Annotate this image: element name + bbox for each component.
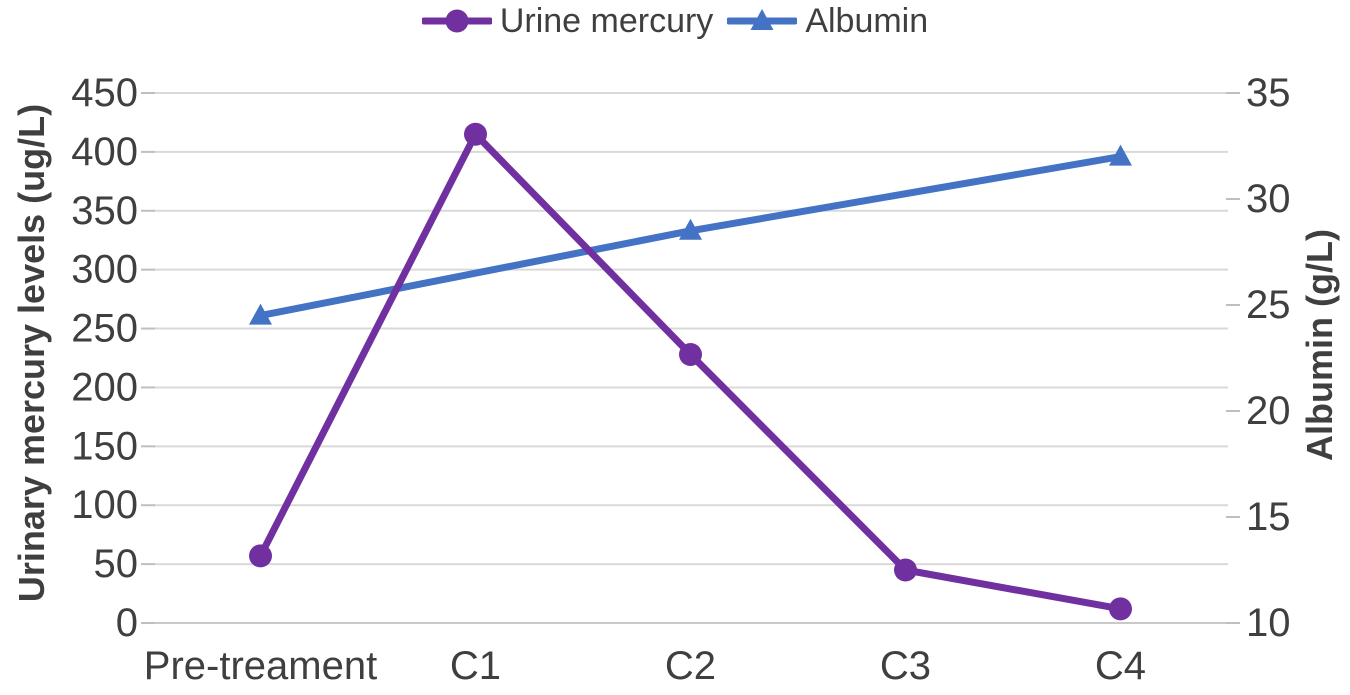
x-axis-category-label: C4 [1095, 644, 1146, 688]
left-axis-tick-label: 100 [71, 483, 138, 527]
right-axis-tick-label: 30 [1246, 177, 1291, 221]
albumin-swatch-marker [750, 9, 774, 30]
right-axis-tick-label: 20 [1246, 389, 1291, 433]
urine-mercury-line-circle-swatch-icon [421, 9, 492, 33]
x-axis-category-label: C2 [665, 644, 716, 688]
right-axis-tick-label: 25 [1246, 283, 1291, 327]
urine-mercury-data-point [1109, 597, 1132, 621]
urine-mercury-line [257, 130, 1124, 613]
albumin-line-triangle-swatch-icon [727, 9, 798, 30]
right-axis-tick-label: 35 [1246, 71, 1291, 115]
urine-mercury-data-point [679, 342, 702, 366]
right-axis-tick-label: 10 [1246, 601, 1291, 645]
legend-label-urine-mercury: Urine mercury [499, 2, 714, 40]
x-axis-category-label: C3 [880, 644, 931, 688]
left-axis-tick-label: 400 [71, 130, 138, 174]
urine-mercury-data-point [894, 558, 917, 582]
x-axis-category-label: C1 [450, 644, 501, 688]
left-axis-tick-label: 0 [116, 601, 138, 645]
right-axis-tick-label: 15 [1246, 495, 1291, 539]
x-axis-category-label: Pre-treament [144, 644, 377, 688]
albumin-data-point [679, 218, 702, 240]
legend-label-albumin: Albumin [805, 2, 929, 40]
left-axis-tick-label: 350 [71, 189, 138, 233]
left-axis-tick-label: 250 [71, 307, 138, 351]
left-axis-tick-label: 150 [71, 424, 138, 468]
urine-mercury-data-point [249, 544, 272, 568]
albumin-data-point [1109, 144, 1132, 166]
left-axis-tick-label: 450 [71, 71, 138, 115]
urine-mercury-data-point [464, 122, 487, 146]
legend-item-urine-mercury: Urine mercury [421, 2, 714, 40]
legend-item-albumin: Albumin [727, 4, 928, 38]
left-axis-tick-label: 300 [71, 248, 138, 292]
left-axis-tick-label: 50 [94, 542, 139, 586]
chart-legend: Urine mercury Albumin [0, 4, 1350, 38]
urine-mercury-swatch-marker [445, 9, 469, 33]
albumin-data-point [249, 303, 272, 325]
left-axis-tick-label: 200 [71, 365, 138, 409]
